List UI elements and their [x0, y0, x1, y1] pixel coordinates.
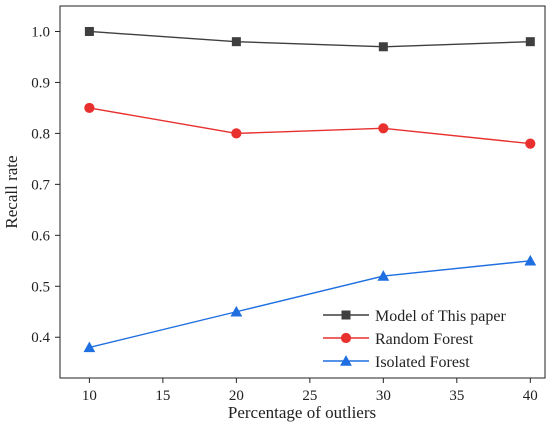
y-axis-label: Recall rate [2, 155, 21, 228]
series-1 [84, 102, 536, 149]
data-point [84, 26, 94, 36]
series-0 [84, 26, 535, 52]
y-tick-label: 0.5 [31, 279, 50, 295]
data-point [377, 270, 390, 281]
data-point [524, 254, 537, 266]
legend-entry: Isolated Forest [323, 354, 470, 371]
x-axis-label: Percentage of outliers [228, 403, 376, 422]
data-point [525, 138, 536, 149]
y-tick-label: 0.7 [31, 177, 50, 193]
legend-label: Isolated Forest [375, 354, 470, 371]
x-tick-label: 40 [523, 388, 538, 404]
series-line [89, 30, 531, 48]
y-tick-label: 0.6 [31, 228, 50, 244]
y-tick-label: 0.8 [31, 126, 50, 142]
legend: Model of This paper Random Forest Isolated… [323, 308, 506, 371]
legend-entry: Model of This paper [323, 308, 506, 325]
series-line [89, 107, 531, 145]
series-2 [83, 254, 537, 353]
data-point [84, 102, 95, 114]
y-tick-label: 0.9 [31, 75, 50, 91]
x-axis-ticks: 10 15 20 25 30 35 40 [82, 378, 538, 404]
legend-marker [340, 332, 352, 344]
y-tick-label: 1.0 [31, 24, 50, 40]
x-tick-label: 15 [155, 388, 170, 404]
y-axis-ticks: 0.4 0.5 0.6 0.7 0.8 0.9 1.0 [31, 24, 60, 346]
series-line [89, 260, 531, 349]
legend-label: Random Forest [375, 331, 474, 348]
data-point [525, 37, 535, 47]
legend-entry: Random Forest [323, 331, 474, 348]
legend-marker [340, 355, 352, 366]
y-tick-label: 0.4 [31, 330, 50, 346]
data-point [378, 42, 388, 52]
legend-marker [341, 310, 351, 320]
data-point [231, 128, 242, 139]
plot-frame [59, 5, 546, 379]
x-tick-label: 10 [82, 388, 97, 404]
data-point [230, 305, 243, 317]
x-tick-label: 20 [229, 388, 244, 404]
x-tick-label: 25 [302, 388, 317, 404]
x-tick-label: 35 [449, 388, 464, 404]
x-tick-label: 30 [376, 388, 391, 404]
data-point [231, 37, 241, 47]
data-point [378, 123, 389, 134]
series-layer [83, 26, 537, 353]
data-point [83, 341, 96, 353]
legend-label: Model of This paper [375, 308, 506, 325]
